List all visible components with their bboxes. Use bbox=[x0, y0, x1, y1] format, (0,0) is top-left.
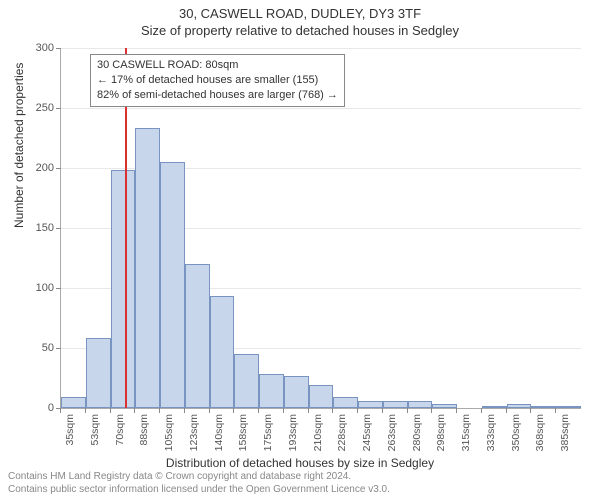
xtick-label: 368sqm bbox=[534, 414, 546, 451]
xtick-mark bbox=[134, 408, 135, 413]
xtick-label: 140sqm bbox=[213, 414, 225, 451]
histogram-bar bbox=[61, 397, 86, 408]
xtick-mark bbox=[456, 408, 457, 413]
xtick-label: 88sqm bbox=[138, 414, 150, 446]
annotation-box: 30 CASWELL ROAD: 80sqm ← 17% of detached… bbox=[90, 54, 345, 107]
xtick-label: 385sqm bbox=[559, 414, 571, 451]
xtick-mark bbox=[431, 408, 432, 413]
histogram-bar bbox=[111, 170, 136, 408]
footer-attribution: Contains HM Land Registry data © Crown c… bbox=[8, 471, 390, 496]
xtick-mark bbox=[407, 408, 408, 413]
xtick-label: 210sqm bbox=[312, 414, 324, 451]
gridline bbox=[61, 48, 581, 49]
histogram-bar bbox=[556, 406, 581, 408]
xtick-mark bbox=[530, 408, 531, 413]
xtick-mark bbox=[233, 408, 234, 413]
xtick-label: 350sqm bbox=[510, 414, 522, 451]
xtick-mark bbox=[209, 408, 210, 413]
xtick-mark bbox=[110, 408, 111, 413]
histogram-bar bbox=[507, 404, 532, 408]
ytick-label: 250 bbox=[36, 102, 54, 114]
xtick-label: 35sqm bbox=[64, 414, 76, 446]
ytick-label: 150 bbox=[36, 222, 54, 234]
histogram-bar bbox=[432, 404, 457, 408]
xtick-mark bbox=[481, 408, 482, 413]
ytick-mark bbox=[56, 108, 61, 109]
footer-line2: Contains public sector information licen… bbox=[8, 484, 390, 497]
xtick-mark bbox=[60, 408, 61, 413]
histogram-bar bbox=[309, 385, 334, 408]
histogram-bar bbox=[333, 397, 358, 408]
xtick-mark bbox=[555, 408, 556, 413]
histogram-bar bbox=[234, 354, 259, 408]
xtick-label: 53sqm bbox=[89, 414, 101, 446]
histogram-bar bbox=[358, 401, 383, 408]
xtick-label: 158sqm bbox=[237, 414, 249, 451]
ytick-mark bbox=[56, 348, 61, 349]
chart-area: 30 CASWELL ROAD: 80sqm ← 17% of detached… bbox=[60, 48, 580, 408]
ytick-mark bbox=[56, 48, 61, 49]
page-title-line2: Size of property relative to detached ho… bbox=[0, 21, 600, 38]
histogram-bar bbox=[383, 401, 408, 408]
chart-container: 30, CASWELL ROAD, DUDLEY, DY3 3TF Size o… bbox=[0, 0, 600, 500]
annotation-line1: 30 CASWELL ROAD: 80sqm bbox=[97, 58, 338, 73]
xtick-label: 245sqm bbox=[361, 414, 373, 451]
ytick-label: 200 bbox=[36, 162, 54, 174]
footer-line1: Contains HM Land Registry data © Crown c… bbox=[8, 471, 390, 484]
xtick-label: 175sqm bbox=[262, 414, 274, 451]
histogram-bar bbox=[185, 264, 210, 408]
ytick-label: 0 bbox=[48, 402, 54, 414]
gridline bbox=[61, 108, 581, 109]
annotation-line3: 82% of semi-detached houses are larger (… bbox=[97, 88, 338, 103]
ytick-label: 100 bbox=[36, 282, 54, 294]
xtick-mark bbox=[332, 408, 333, 413]
xtick-mark bbox=[357, 408, 358, 413]
histogram-bar bbox=[408, 401, 433, 408]
histogram-bar bbox=[210, 296, 235, 408]
xtick-label: 298sqm bbox=[435, 414, 447, 451]
ytick-mark bbox=[56, 288, 61, 289]
xtick-label: 123sqm bbox=[188, 414, 200, 451]
xtick-mark bbox=[382, 408, 383, 413]
xtick-label: 263sqm bbox=[386, 414, 398, 451]
histogram-bar bbox=[259, 374, 284, 408]
xtick-label: 70sqm bbox=[114, 414, 126, 446]
xtick-label: 105sqm bbox=[163, 414, 175, 451]
ytick-label: 300 bbox=[36, 42, 54, 54]
xtick-mark bbox=[85, 408, 86, 413]
histogram-bar bbox=[135, 128, 160, 408]
ytick-label: 50 bbox=[42, 342, 54, 354]
xtick-label: 193sqm bbox=[287, 414, 299, 451]
xtick-label: 315sqm bbox=[460, 414, 472, 451]
xtick-mark bbox=[283, 408, 284, 413]
histogram-bar bbox=[86, 338, 111, 408]
xtick-label: 333sqm bbox=[485, 414, 497, 451]
xtick-label: 228sqm bbox=[336, 414, 348, 451]
xtick-mark bbox=[184, 408, 185, 413]
xtick-mark bbox=[506, 408, 507, 413]
y-axis-label: Number of detached properties bbox=[12, 63, 26, 228]
histogram-bar bbox=[482, 406, 507, 408]
xtick-mark bbox=[159, 408, 160, 413]
histogram-bar bbox=[160, 162, 185, 408]
xtick-mark bbox=[258, 408, 259, 413]
xtick-mark bbox=[308, 408, 309, 413]
page-title-line1: 30, CASWELL ROAD, DUDLEY, DY3 3TF bbox=[0, 0, 600, 21]
xtick-label: 280sqm bbox=[411, 414, 423, 451]
x-axis-label: Distribution of detached houses by size … bbox=[0, 456, 600, 470]
ytick-mark bbox=[56, 228, 61, 229]
histogram-bar bbox=[531, 406, 556, 408]
histogram-bar bbox=[284, 376, 309, 408]
ytick-mark bbox=[56, 168, 61, 169]
annotation-line2: ← 17% of detached houses are smaller (15… bbox=[97, 73, 338, 88]
